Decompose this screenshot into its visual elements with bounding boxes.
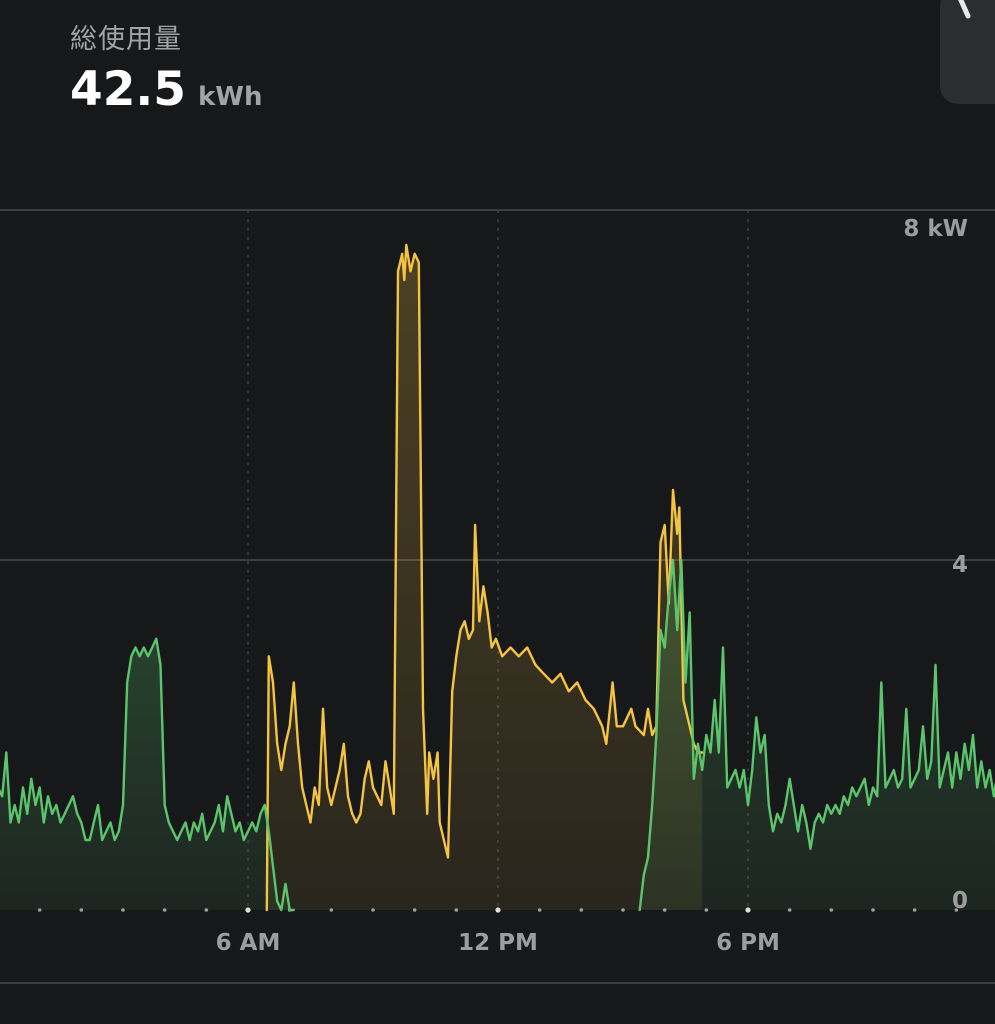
bottom-divider — [0, 982, 995, 984]
home_usage-line — [0, 637, 295, 912]
y-tick-label: 0 — [952, 888, 968, 914]
chevron-icon — [958, 0, 971, 19]
total-usage-unit: kWh — [197, 82, 263, 112]
y-tick-label: 8 kW — [903, 216, 968, 242]
total-usage-label: 総使用量 — [70, 24, 182, 55]
total-usage-row: 42.5 kWh — [70, 64, 262, 116]
corner-button[interactable] — [940, 0, 995, 104]
home_usage-area — [639, 560, 995, 910]
x-tick-label: 6 PM — [716, 930, 780, 956]
x-tick-label: 6 AM — [216, 930, 281, 956]
x-tick-label: 12 PM — [458, 930, 538, 956]
home_usage-line — [638, 558, 995, 912]
y-tick-label: 4 — [952, 552, 968, 578]
usage-header: 総使用量 42.5 kWh — [70, 22, 262, 116]
grid_usage-line — [265, 243, 704, 912]
total-usage-value: 42.5 — [70, 62, 186, 117]
grid_usage-area — [266, 245, 703, 910]
home_usage-area — [0, 638, 294, 910]
